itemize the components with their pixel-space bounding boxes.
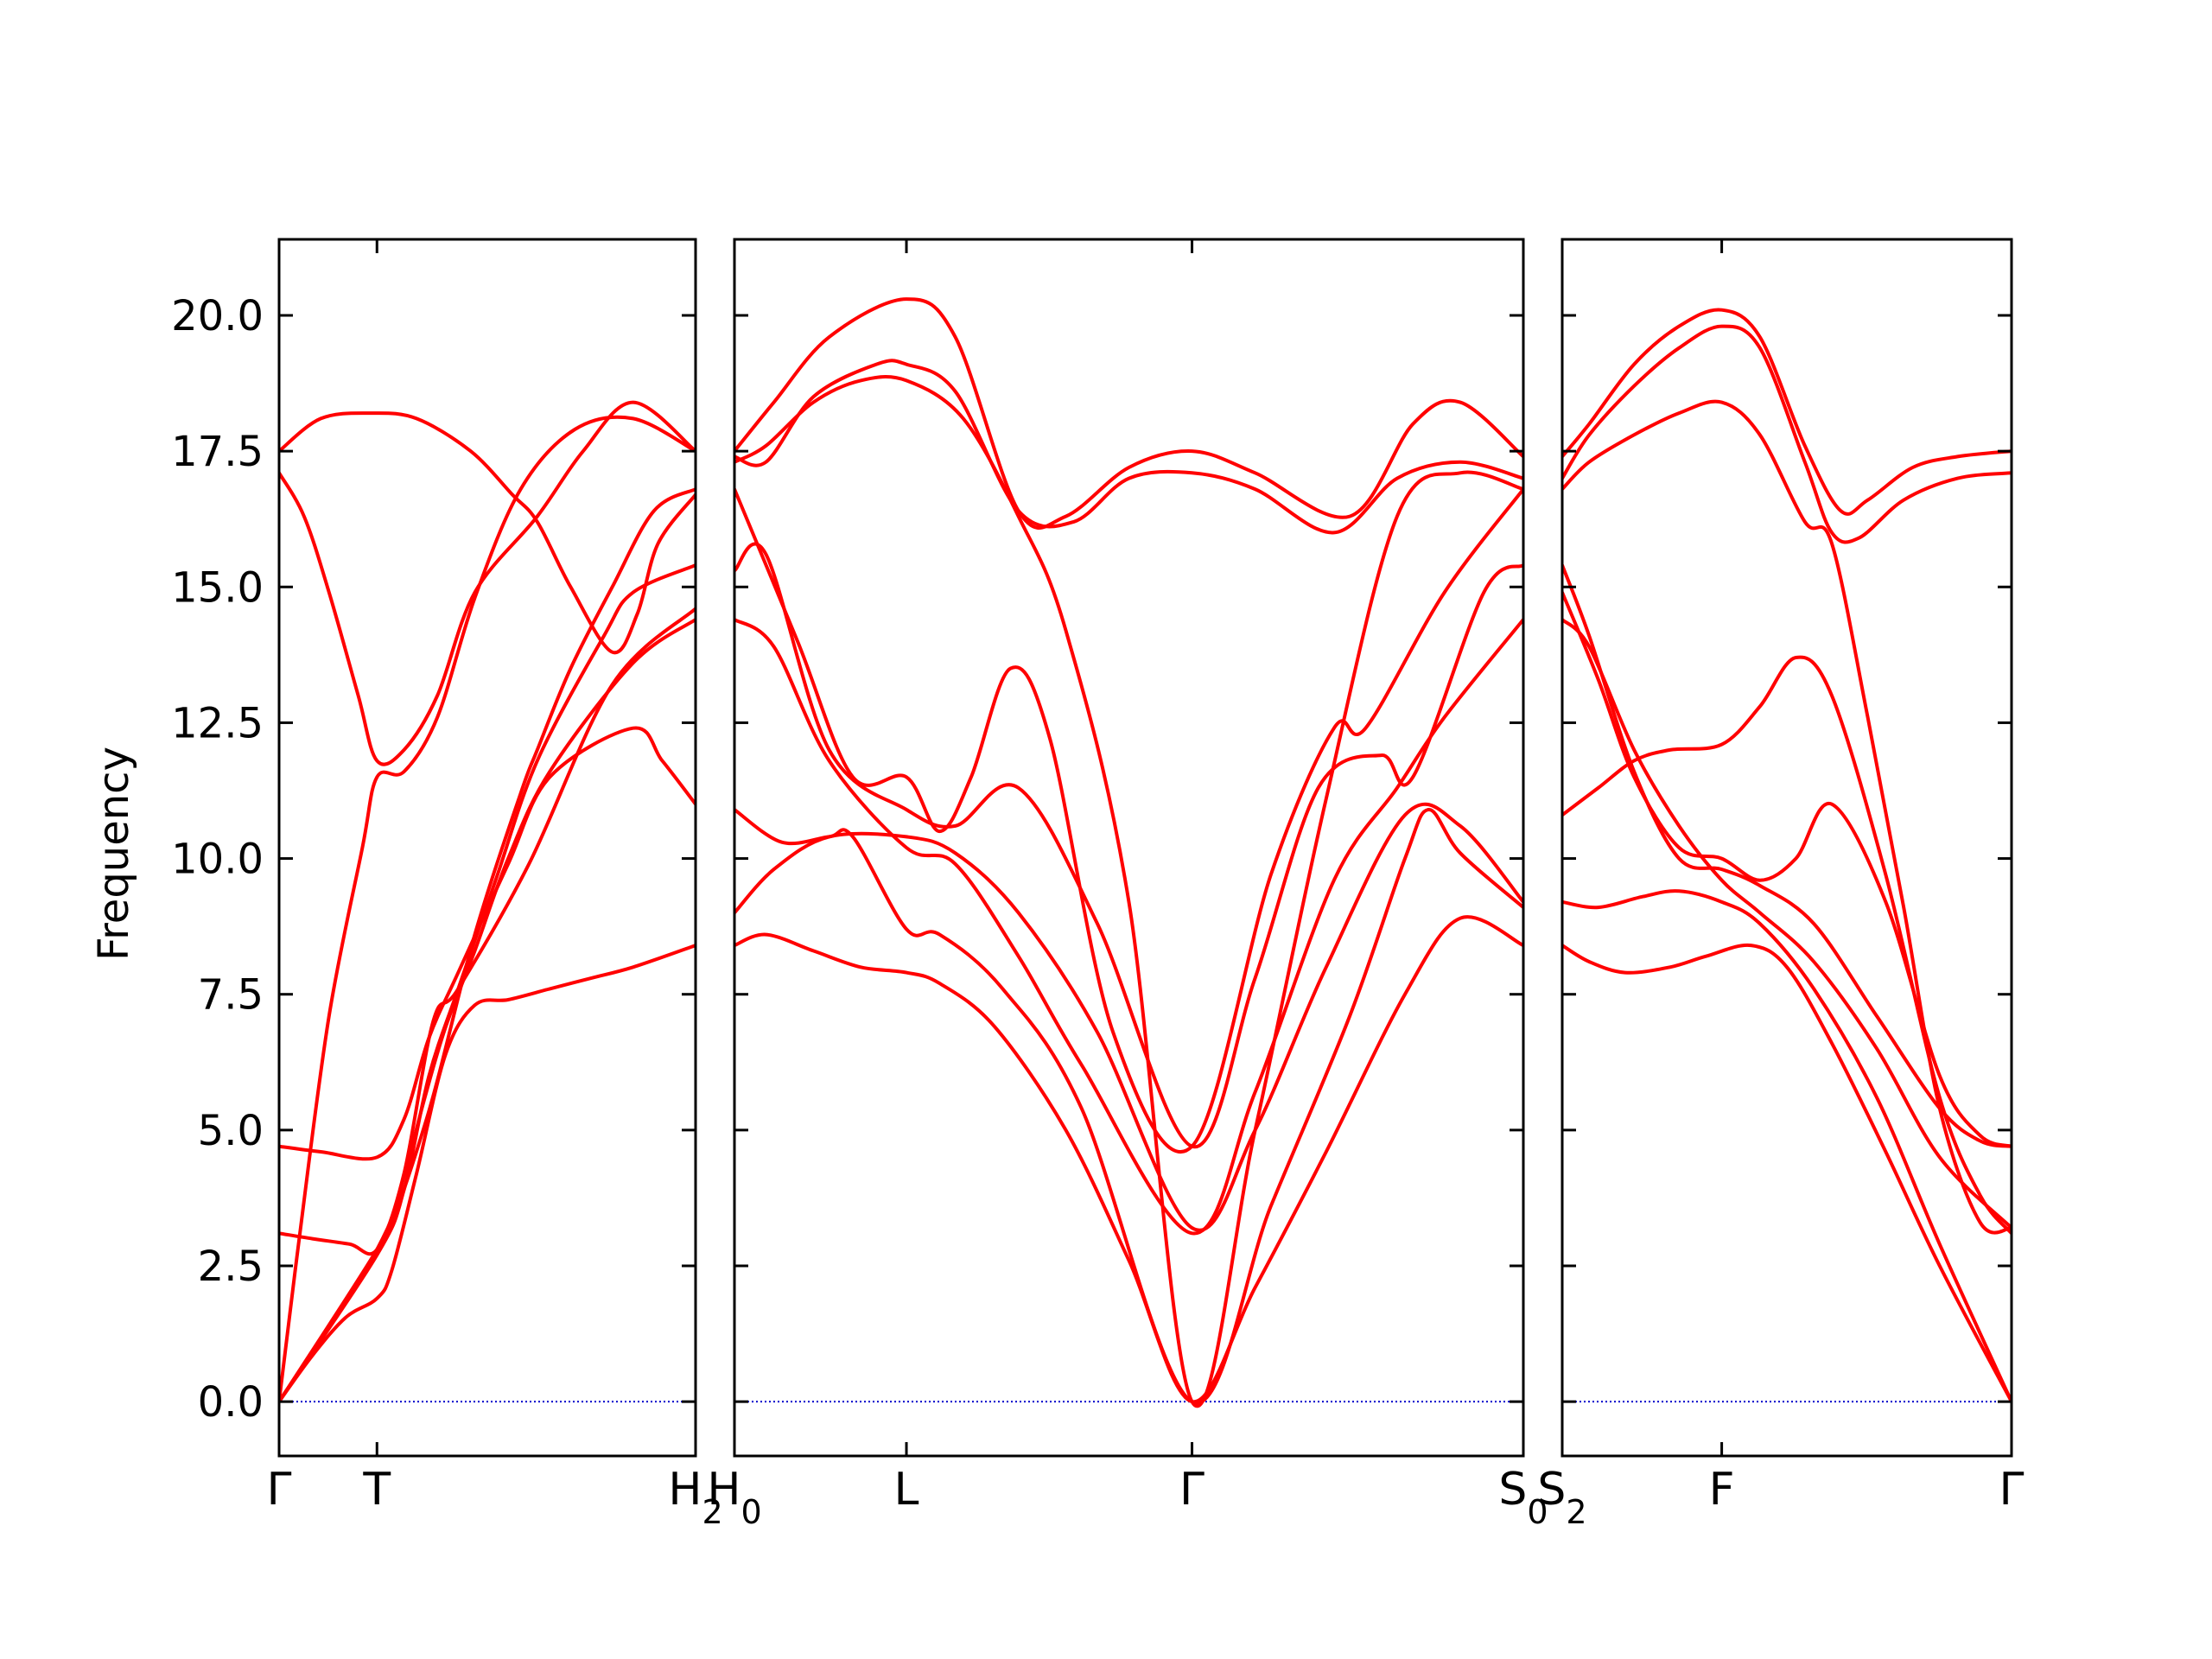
- band-line-5: [279, 726, 696, 1161]
- band-line-7: [1562, 399, 2012, 1235]
- y-tick-label: 17.5: [171, 428, 264, 476]
- y-axis-label: Frequency: [90, 747, 138, 961]
- y-tick-label: 15.0: [171, 563, 264, 612]
- band-line-5: [1562, 590, 2012, 1148]
- band-line-4: [1562, 618, 2012, 1230]
- band-line-3: [734, 808, 1523, 1405]
- x-tick-label-subscript: 2: [1566, 1493, 1586, 1531]
- band-line-6: [279, 415, 696, 1404]
- x-tick-label-subscript: 2: [702, 1493, 722, 1531]
- band-line-1: [279, 944, 696, 1404]
- band-line-7: [279, 400, 696, 766]
- band-line-8: [734, 359, 1523, 535]
- band-line-6: [1562, 563, 2012, 1148]
- y-tick-label: 0.0: [198, 1378, 264, 1427]
- band-line-8: [1562, 324, 2012, 544]
- band-line-5: [734, 542, 1523, 1148]
- panel-frame: [1560, 238, 2013, 1458]
- panel-frame: [277, 238, 697, 1458]
- band-line-2: [279, 618, 696, 1404]
- band-line-9: [734, 297, 1523, 530]
- x-tick-label: Γ: [267, 1464, 292, 1516]
- band-group: [734, 297, 1523, 1408]
- panel-1: 0.02.55.07.510.012.515.017.520.0Γ T H2: [171, 238, 723, 1531]
- band-line-9: [1562, 308, 2012, 516]
- band-line-2: [734, 802, 1523, 1232]
- y-tick-label: 10.0: [171, 836, 264, 884]
- band-line-4: [734, 618, 1523, 1236]
- band-line-8: [279, 411, 696, 655]
- band-line-7: [734, 375, 1523, 1408]
- y-tick-label: 12.5: [171, 699, 264, 747]
- band-line-1: [734, 915, 1523, 1404]
- band-group: [279, 400, 696, 1404]
- band-line-9: [279, 487, 696, 1404]
- panel-frame: [733, 238, 1525, 1458]
- y-tick-label: 20.0: [171, 292, 264, 340]
- x-tick-label: T: [362, 1464, 391, 1516]
- y-tick-label: 7.5: [198, 971, 264, 1020]
- band-line-3: [279, 563, 696, 1404]
- band-line-6: [734, 487, 1523, 1154]
- y-tick-label: 2.5: [198, 1243, 264, 1291]
- x-tick-label: Γ: [1999, 1464, 2024, 1516]
- band-line-1: [1562, 943, 2012, 1404]
- x-tick-label-subscript: 0: [741, 1493, 761, 1531]
- band-line-4: [279, 607, 696, 1256]
- band-group: [1562, 308, 2012, 1404]
- x-tick-label: Γ: [1179, 1464, 1205, 1516]
- band-line-2: [1562, 889, 2012, 1404]
- x-tick-label-subscript: 0: [1527, 1493, 1548, 1531]
- y-tick-label: 5.0: [198, 1107, 264, 1155]
- panel-2: H0 L Γ S0: [707, 238, 1548, 1531]
- panel-3: S2 F Γ: [1537, 238, 2024, 1531]
- x-tick-label: L: [894, 1464, 919, 1516]
- x-tick-label: F: [1709, 1464, 1735, 1516]
